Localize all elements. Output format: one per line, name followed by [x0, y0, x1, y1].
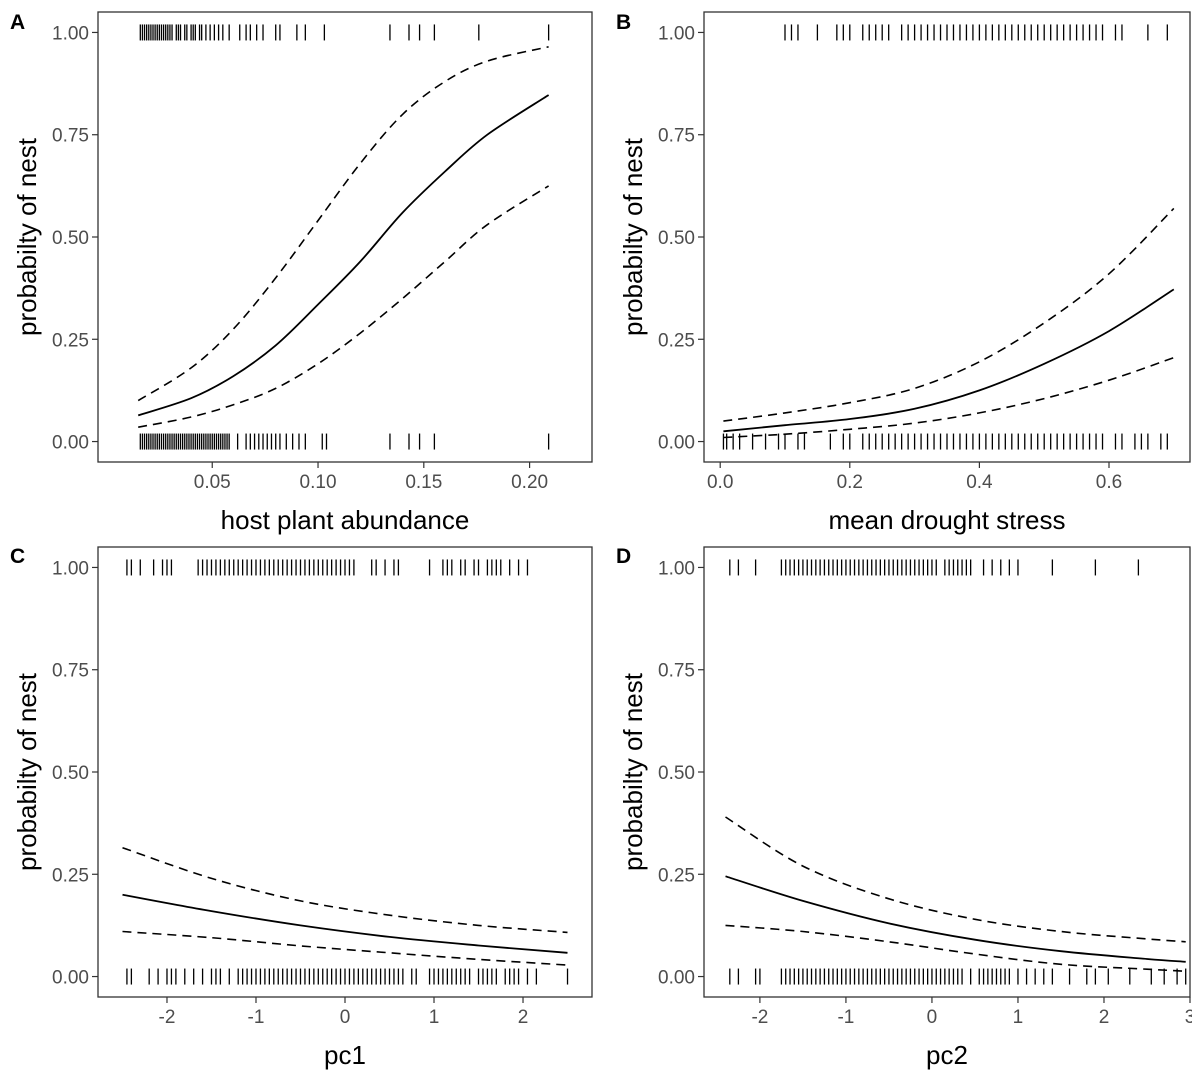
y-tick-label: 0.75 — [658, 661, 695, 682]
y-axis-label: probabilty of nest — [12, 137, 42, 336]
panel-a: 0.00 0.25 0.50 0.75 1.00 0.05 0.10 0.15 0.20 host… — [12, 11, 593, 535]
y-tick-label: 0.00 — [658, 968, 695, 989]
panel-a-frame — [97, 11, 593, 463]
y-tick-label: 0.50 — [52, 763, 89, 784]
ci-upper-line — [725, 816, 1186, 943]
x-tick-label: -1 — [248, 1007, 265, 1028]
x-tick-label: 0 — [340, 1007, 351, 1028]
y-tick-label: 0.25 — [52, 865, 89, 886]
x-tick-label: 2 — [518, 1007, 529, 1028]
x-tick-label: 0.05 — [194, 472, 231, 493]
x-tick-label: 0.0 — [707, 472, 733, 493]
y-tick-label: 1.00 — [52, 558, 89, 579]
y-tick-label: 1.00 — [52, 23, 89, 44]
y-tick-label: 0.75 — [52, 126, 89, 147]
y-axis-label: probabilty of nest — [618, 672, 648, 871]
ci-lower-line — [138, 185, 550, 428]
y-tick-label: 0.75 — [658, 126, 695, 147]
x-tick-label: 1 — [429, 1007, 440, 1028]
y-tick-label: 0.75 — [52, 661, 89, 682]
x-tick-label: -1 — [837, 1007, 854, 1028]
x-tick-label: 0.20 — [511, 472, 548, 493]
ci-lower-line — [723, 356, 1175, 439]
fit-line — [122, 893, 568, 954]
x-tick-label: 0 — [927, 1007, 938, 1028]
y-tick-label: 0.00 — [52, 433, 89, 454]
x-axis-label: pc2 — [926, 1040, 968, 1070]
fit-line — [723, 288, 1175, 433]
x-axis-label: host plant abundance — [221, 505, 470, 535]
y-tick-label: 0.25 — [658, 330, 695, 351]
y-tick-label: 0.50 — [52, 228, 89, 249]
panel-c: 0.00 0.25 0.50 0.75 1.00 -2 -1 0 1 2 pc1 probabilty… — [12, 546, 593, 1070]
y-tick-label: 0.50 — [658, 228, 695, 249]
x-tick-label: -2 — [751, 1007, 768, 1028]
x-tick-label: -2 — [159, 1007, 176, 1028]
x-tick-label: 0.10 — [300, 472, 337, 493]
y-tick-label: 1.00 — [658, 23, 695, 44]
y-tick-label: 0.25 — [658, 865, 695, 886]
panel-d: 0.00 0.25 0.50 0.75 1.00 -2 -1 0 1 2 3 pc2 probabilt… — [618, 546, 1192, 1070]
y-axis-label: probabilty of nest — [12, 672, 42, 871]
x-tick-label: 3 — [1185, 1007, 1192, 1028]
panel-letter-a: A — [10, 11, 25, 34]
panel-letter-c: C — [10, 545, 25, 568]
fit-line — [725, 875, 1186, 963]
panel-letter-d: D — [616, 545, 631, 568]
ci-lower-line — [122, 930, 568, 966]
y-tick-label: 0.25 — [52, 330, 89, 351]
x-axis-label: mean drought stress — [828, 505, 1065, 535]
panel-b: 0.00 0.25 0.50 0.75 1.00 0.0 0.2 0.4 0.6 mean dro… — [618, 11, 1191, 535]
x-tick-label: 0.4 — [966, 472, 993, 493]
x-tick-label: 0.2 — [837, 472, 863, 493]
ci-upper-line — [137, 46, 549, 402]
y-tick-label: 0.50 — [658, 763, 695, 784]
y-tick-label: 1.00 — [658, 558, 695, 579]
y-tick-label: 0.00 — [52, 968, 89, 989]
x-tick-label: 0.15 — [405, 472, 442, 493]
panels-layer: 0.000.250.500.751.000.05 0.10 0.15 0.20host… — [12, 11, 1192, 1070]
x-tick-label: 0.6 — [1096, 472, 1122, 493]
ci-upper-line — [723, 207, 1175, 422]
ci-lower-line — [725, 924, 1186, 972]
y-tick-label: 0.00 — [658, 433, 695, 454]
x-tick-label: 1 — [1013, 1007, 1024, 1028]
x-tick-label: 2 — [1099, 1007, 1110, 1028]
y-axis-label: probabilty of nest — [618, 137, 648, 336]
panel-letter-b: B — [616, 11, 631, 34]
x-axis-label: pc1 — [324, 1040, 366, 1070]
panel-b-frame — [703, 11, 1191, 463]
fit-line — [137, 94, 550, 417]
ci-upper-line — [122, 846, 568, 934]
